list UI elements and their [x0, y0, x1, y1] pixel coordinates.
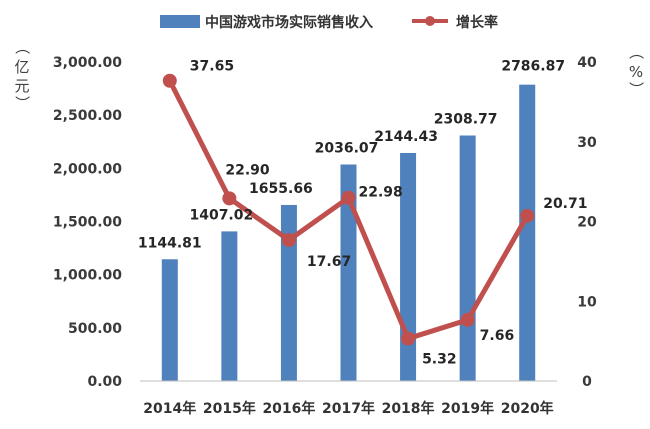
bar-2019年: [459, 135, 476, 381]
x-tick-label: 2014年: [143, 400, 196, 417]
growth-point-2019年: [460, 312, 475, 327]
x-tick-label: 2017年: [322, 400, 375, 417]
right-unit-percent: %: [629, 63, 643, 81]
legend-label-growth: 增长率: [456, 14, 498, 31]
legend-label-revenue: 中国游戏市场实际销售收入: [205, 14, 373, 31]
x-tick-label: 2018年: [382, 400, 435, 417]
legend-swatch-bar: [160, 15, 200, 28]
left-tick-label: 500.00: [68, 321, 122, 337]
legend: 中国游戏市场实际销售收入 增长率: [160, 14, 498, 31]
legend-marker-line: [425, 16, 435, 26]
x-tick-label: 2020年: [501, 400, 554, 417]
right-tick-label: 30: [577, 135, 597, 151]
right-tick-label: 10: [577, 294, 597, 310]
growth-point-2018年: [401, 331, 416, 346]
bar-2017年: [340, 164, 357, 381]
bar-2020年: [519, 84, 536, 381]
line-data-labels: 37.65 22.90 17.67 22.98 5.32 7.66 20.71: [190, 59, 588, 368]
growth-value-label: 5.32: [422, 352, 457, 368]
bar-2014年: [161, 259, 178, 381]
left-tick-label: 3,000.00: [53, 55, 122, 71]
growth-point-2016年: [281, 233, 296, 248]
left-tick-label: 1,000.00: [53, 268, 122, 284]
left-unit-paren-close: ）: [13, 95, 31, 110]
right-tick-label: 0: [582, 374, 592, 390]
left-unit-char-1: 亿: [14, 58, 29, 76]
x-tick-label: 2016年: [262, 400, 315, 417]
right-unit-paren-open: （: [627, 44, 645, 59]
right-tick-label: 40: [577, 55, 597, 71]
bar-value-label: 2786.87: [501, 59, 565, 75]
bar-2016年: [280, 204, 297, 381]
growth-point-2017年: [341, 190, 356, 205]
left-unit-paren-open: （: [13, 39, 31, 54]
bar-series: [161, 84, 536, 381]
growth-point-2020年: [520, 208, 535, 223]
bar-value-label: 1144.81: [138, 235, 202, 251]
growth-value-label: 37.65: [190, 59, 234, 75]
x-tick-label: 2015年: [203, 400, 256, 417]
bar-value-label: 2144.43: [374, 129, 438, 145]
x-axis: 2014年 2015年 2016年 2017年 2018年 2019年 2020年: [143, 400, 553, 417]
right-axis-unit-label: （%）: [627, 44, 645, 96]
growth-value-label: 22.98: [359, 185, 403, 201]
bar-data-labels: 1144.81 1407.02 1655.66 2036.072144.432308.…: [138, 59, 565, 252]
x-tick-label: 2019年: [441, 400, 494, 417]
left-axis-unit-label: （ 亿元）: [13, 39, 31, 110]
growth-value-label: 17.67: [307, 254, 351, 270]
growth-point-2014年: [162, 73, 177, 88]
right-axis: 0 10 20 30 40: [577, 55, 597, 390]
left-unit-char-2: 元: [14, 77, 29, 95]
right-tick-label: 20: [577, 215, 597, 231]
growth-value-label: 7.66: [480, 328, 515, 344]
growth-value-label: 20.71: [543, 196, 587, 212]
left-tick-label: 1,500.00: [53, 215, 122, 231]
left-tick-label: 2,500.00: [53, 108, 122, 124]
line-series: [162, 73, 535, 346]
bar-value-label: 2036.07: [315, 140, 379, 156]
growth-point-2015年: [222, 191, 237, 206]
left-tick-label: 0.00: [87, 374, 122, 390]
left-tick-label: 2,000.00: [53, 161, 122, 177]
left-axis: 0.00 500.00 1,000.00 1,500.00 2,000.00 2,500.…: [53, 55, 122, 390]
growth-value-label: 22.90: [225, 162, 270, 178]
right-unit-paren-close: ）: [627, 81, 645, 96]
bar-value-label: 1407.02: [189, 207, 253, 223]
bar-value-label: 2308.77: [434, 112, 498, 128]
bar-value-label: 1655.66: [249, 181, 313, 197]
bar-2015年: [221, 231, 238, 381]
